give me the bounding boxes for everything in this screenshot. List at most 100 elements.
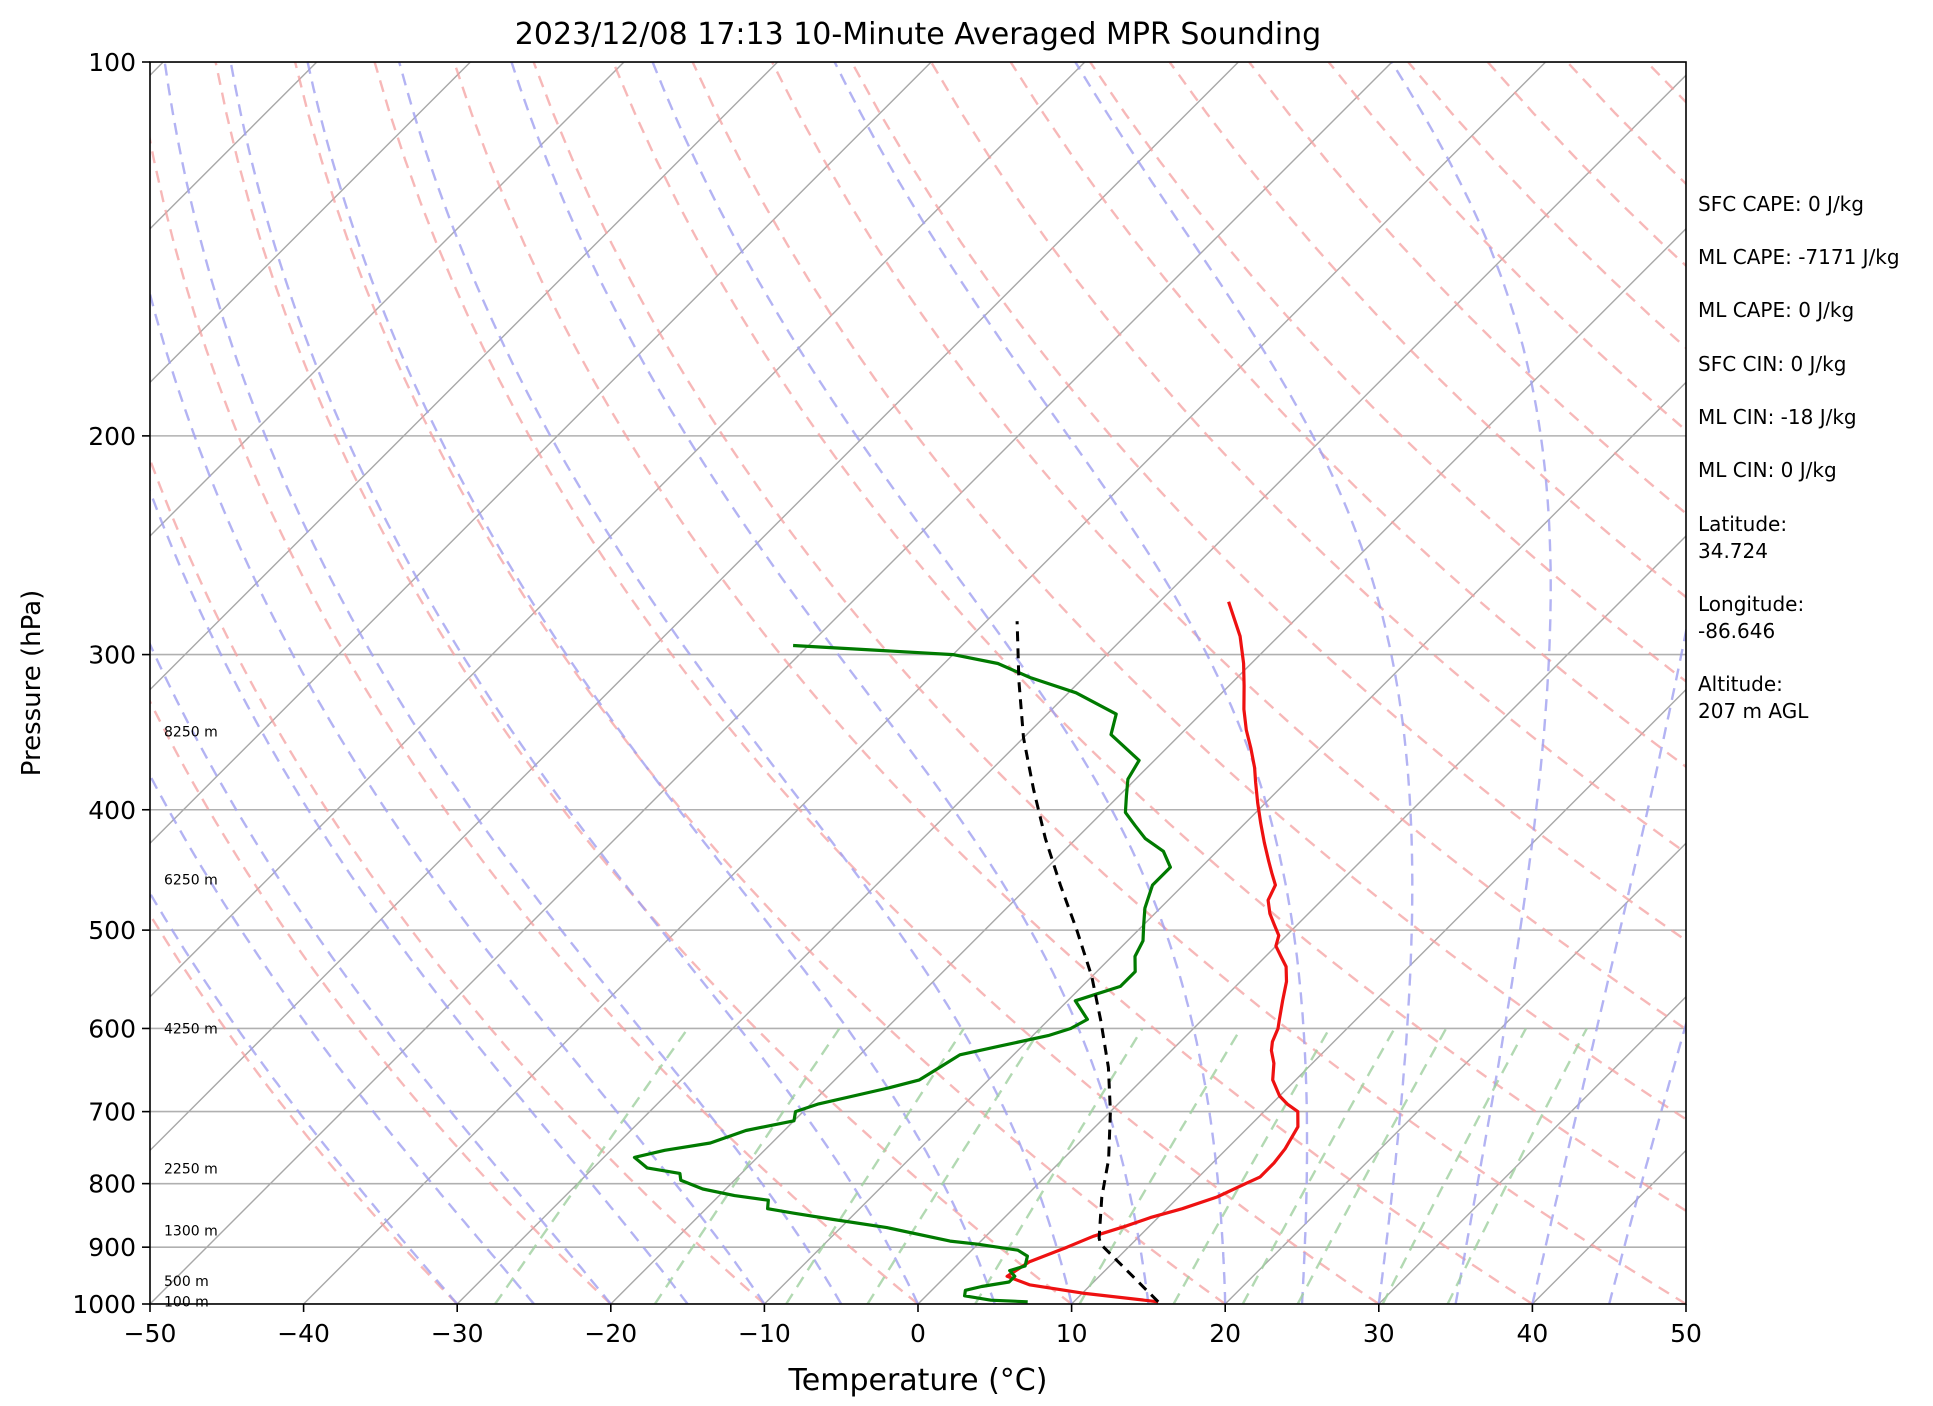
x-tick-label: −50 [124,1319,177,1348]
latitude-label: Latitude: [1698,512,1787,536]
dry-adiabat-line [150,133,919,1304]
mixing-ratio-line [1078,1027,1242,1304]
height-label: 1300 m [164,1224,218,1240]
stats-panel: SFC CAPE: 0 J/kg ML CAPE: -7171 J/kg ML … [1698,192,1900,723]
isotherm-line [456,74,1686,1304]
ml-cin-text: ML CIN: 0 J/kg [1698,458,1837,482]
y-tick-label: 300 [88,641,136,670]
dewpoint-profile-line [632,643,1172,1304]
mixing-ratio-line [1172,1027,1331,1304]
moist-adiabat-line [150,891,459,1304]
dry-adiabat-line [150,912,459,1304]
isotherm-line [917,535,1686,1304]
y-tick-label: 500 [88,916,136,945]
ml-cape-text: ML CAPE: 0 J/kg [1698,298,1854,322]
moist-adiabat-line [150,487,689,1304]
moist-adiabat-line [651,62,1227,1304]
y-tick-label: 1000 [72,1290,136,1319]
height-labels: 8250 m 6250 m 4250 m 2250 m 1300 m 500 m 100 m [164,725,218,1311]
dry-adiabat-line [373,62,1380,1304]
isotherm-line [150,62,471,384]
isotherm-line [610,227,1686,1304]
isotherm-line [150,62,932,845]
longitude-value: -86.646 [1698,619,1775,643]
x-tick-label: 40 [1516,1319,1548,1348]
mixing-ratio-line [494,1027,689,1304]
dry-adiabat-line [150,456,766,1304]
height-label: 500 m [164,1274,209,1290]
y-axis-ticks: 100 200 300 400 500 600 700 800 900 1000 [72,48,150,1319]
mixing-ratio-line [1446,1027,1588,1304]
dry-adiabat-line [771,62,1686,1031]
mixing-ratio-line [1381,1027,1527,1304]
dry-adiabat-line [452,62,1534,1304]
height-label: 8250 m [164,725,218,741]
x-axis-label: Temperature (°C) [788,1363,1048,1398]
isotherm-line [303,62,1547,1304]
isotherm-line [150,62,1086,998]
mixing-ratio-line [866,1027,1042,1304]
sounding-series [632,601,1300,1304]
moist-adiabat-line [150,289,766,1304]
mixing-ratio-line [653,1027,841,1304]
ml-cape-text: ML CAPE: -7171 J/kg [1698,245,1900,269]
dry-adiabat-line [214,62,1073,1304]
isotherm-line [150,62,779,691]
x-tick-label: −10 [738,1319,791,1348]
longitude-label: Longitude: [1698,592,1804,616]
dry-adiabat-line [611,62,1686,1213]
sfc-cin-text: SFC CIN: 0 J/kg [1698,352,1846,376]
temperature-profile-line [1005,601,1300,1304]
moist-adiabat-line [398,62,1073,1304]
sfc-cape-text: SFC CAPE: 0 J/kg [1698,192,1864,216]
background-lines [150,62,1686,1304]
dry-adiabat-line [293,62,1226,1304]
isotherm-line [150,62,625,537]
isotherm-line [1224,842,1686,1304]
mixing-ratio-line [974,1027,1144,1304]
moist-adiabat-line [1531,625,1686,1304]
moist-adiabat-line [833,62,1309,1304]
height-label: 6250 m [164,872,218,888]
x-tick-label: 50 [1670,1319,1702,1348]
y-tick-label: 200 [88,422,136,451]
dry-adiabat-line [532,62,1686,1304]
isotherm-line [763,381,1686,1304]
chart-title: 2023/12/08 17:13 10-Minute Averaged MPR … [515,17,1321,52]
moist-adiabat-line [306,62,996,1304]
parcel-profile-line [1015,621,1160,1303]
y-tick-label: 100 [88,48,136,77]
y-tick-label: 400 [88,796,136,825]
height-label: 100 m [164,1294,209,1310]
moist-adiabat-line [163,62,843,1304]
dry-adiabat-line [1009,62,1686,769]
dry-adiabat-line [1168,62,1686,599]
moist-adiabat-line [510,62,1150,1304]
x-tick-label: −40 [277,1319,330,1348]
x-tick-label: 20 [1209,1319,1241,1348]
latitude-value: 34.724 [1698,539,1768,563]
x-tick-label: 10 [1056,1319,1088,1348]
isotherm-line [150,62,1239,1152]
mixing-ratio-line [785,1027,965,1304]
x-axis-ticks: −50 −40 −30 −20 −10 0 10 20 30 40 50 [124,1304,1702,1348]
x-tick-label: 30 [1363,1319,1395,1348]
y-tick-label: 900 [88,1233,136,1262]
isotherm-line [150,62,1393,1304]
height-label: 4250 m [164,1021,218,1037]
mixing-ratio-line [1296,1027,1448,1304]
moist-adiabat-line [229,62,920,1304]
altitude-label: Altitude: [1698,672,1783,696]
x-tick-label: 0 [910,1319,926,1348]
y-tick-label: 600 [88,1014,136,1043]
dry-adiabat-line [691,62,1686,1121]
y-axis-label: Pressure (hPa) [17,590,47,777]
x-tick-label: −30 [431,1319,484,1348]
moist-adiabat-line [1608,1019,1686,1304]
y-tick-label: 800 [88,1170,136,1199]
height-label: 2250 m [164,1162,218,1178]
moist-adiabat-line [1074,62,1414,1304]
dry-adiabat-line [150,698,612,1304]
moist-adiabat-line [1390,62,1552,1304]
